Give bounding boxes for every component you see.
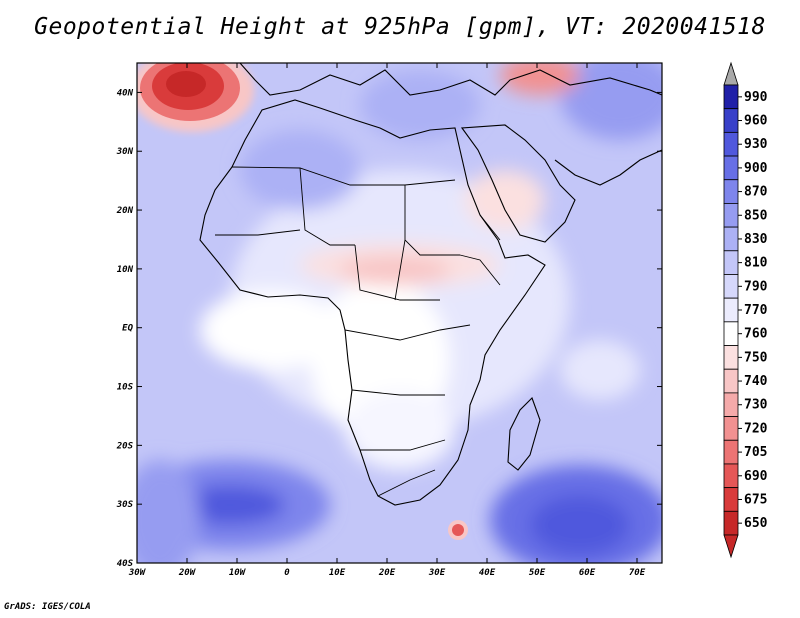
x-tick-label: 20E bbox=[378, 568, 396, 578]
colorbar-label: 990 bbox=[744, 90, 768, 105]
colorbar-label: 770 bbox=[744, 303, 768, 318]
y-tick-label: 20S bbox=[116, 441, 134, 451]
coastlines bbox=[199, 63, 662, 506]
field-gulf-guinea bbox=[200, 290, 340, 370]
colorbar-swatch bbox=[723, 274, 739, 299]
map-axes: 30W 20W 10W 0 10E 20E 30E 40E 50E 60E 70E 40N 30N 20N… bbox=[116, 62, 663, 578]
colorbar-swatch bbox=[723, 155, 739, 181]
y-tick-label: 30N bbox=[116, 147, 134, 157]
field-arabia-low bbox=[465, 170, 545, 230]
colorbar-top-arrow bbox=[723, 61, 739, 86]
africa-coastline bbox=[199, 99, 546, 506]
y-tick-label: 30S bbox=[116, 500, 134, 510]
colorbar-label: 720 bbox=[744, 421, 768, 436]
colorbar-swatch bbox=[723, 321, 739, 346]
field-south-indian-core bbox=[530, 495, 630, 555]
colorbar-swatch bbox=[723, 510, 739, 536]
x-tick-label: 30W bbox=[128, 568, 147, 578]
colorbar-label: 750 bbox=[744, 350, 768, 365]
colorbar-label: 675 bbox=[744, 492, 767, 507]
colorbar-swatch bbox=[723, 84, 739, 110]
field-caspian-low bbox=[500, 63, 580, 95]
colorbar-label: 830 bbox=[744, 232, 768, 247]
colorbar-swatch bbox=[723, 416, 739, 441]
colorbar-swatch bbox=[723, 392, 739, 417]
country-borders bbox=[215, 166, 501, 497]
x-tick-label: 10E bbox=[329, 568, 346, 578]
colorbar-bottom-arrow bbox=[723, 534, 739, 559]
colorbar-swatch bbox=[723, 108, 739, 133]
field-madagascar-low bbox=[448, 520, 468, 540]
y-tick-label: 10S bbox=[117, 383, 134, 393]
colorbar-swatch bbox=[723, 463, 739, 489]
colorbar-swatch bbox=[723, 179, 739, 204]
y-tick-label: 40N bbox=[117, 88, 134, 98]
persian-gulf-coastline bbox=[554, 149, 662, 186]
map-title: Geopotential Height at 925hPa [gpm], VT:… bbox=[34, 14, 766, 40]
europe-coastline bbox=[239, 63, 662, 96]
y-tick-label: EQ bbox=[122, 324, 133, 334]
colorbar-label: 930 bbox=[744, 137, 768, 152]
x-tick-label: 60E bbox=[579, 568, 596, 578]
colorbar-label: 705 bbox=[744, 445, 767, 460]
arabia-coastline bbox=[460, 124, 576, 243]
field-south-atlantic-core bbox=[175, 485, 285, 525]
colorbar-swatch bbox=[723, 203, 739, 228]
map-frame bbox=[136, 62, 663, 564]
colorbar-swatch bbox=[723, 345, 739, 370]
field-indian-ocean-light bbox=[560, 340, 640, 400]
colorbar-label: 900 bbox=[744, 161, 768, 176]
field-southern-africa bbox=[345, 390, 455, 470]
x-tick-label: 50E bbox=[529, 568, 546, 578]
madagascar-coastline bbox=[507, 397, 541, 471]
colorbar-label: 740 bbox=[744, 374, 768, 389]
grads-credit: GrADS: IGES/COLA bbox=[4, 602, 91, 612]
colorbar-swatch bbox=[723, 487, 739, 512]
colorbar-label: 690 bbox=[744, 469, 768, 484]
colorbar-label: 760 bbox=[744, 327, 768, 342]
x-tick-label: 0 bbox=[284, 568, 290, 578]
field-sahel-low-core bbox=[340, 256, 450, 284]
x-tick-label: 40E bbox=[479, 568, 496, 578]
x-tick-label: 30E bbox=[428, 568, 446, 578]
colorbar-swatch bbox=[723, 226, 739, 252]
colorbar-label: 810 bbox=[744, 256, 768, 271]
x-tick-label: 70E bbox=[629, 568, 646, 578]
y-tick-label: 10N bbox=[117, 265, 134, 275]
colorbar-label: 850 bbox=[744, 208, 768, 223]
height-field bbox=[137, 63, 662, 563]
colorbar-swatch bbox=[723, 439, 739, 465]
x-tick-label: 10W bbox=[229, 568, 247, 578]
field-atlantic-low bbox=[137, 63, 254, 132]
y-tick-label: 20N bbox=[116, 206, 134, 216]
colorbar-label: 650 bbox=[744, 516, 768, 531]
colorbar-label: 870 bbox=[744, 185, 768, 200]
colorbar-label: 730 bbox=[744, 398, 768, 413]
y-tick-label: 40S bbox=[117, 559, 134, 569]
colorbar-label: 790 bbox=[744, 279, 768, 294]
colorbar-label: 960 bbox=[744, 114, 768, 129]
colorbar-swatch bbox=[723, 297, 739, 323]
colorbar: 990 960 930 900 870 850 830 810 790 770 760 750 740 7… bbox=[723, 61, 768, 559]
colorbar-swatch bbox=[723, 131, 739, 157]
x-tick-label: 20W bbox=[178, 568, 197, 578]
colorbar-swatch bbox=[723, 250, 739, 275]
colorbar-swatch bbox=[723, 368, 739, 394]
